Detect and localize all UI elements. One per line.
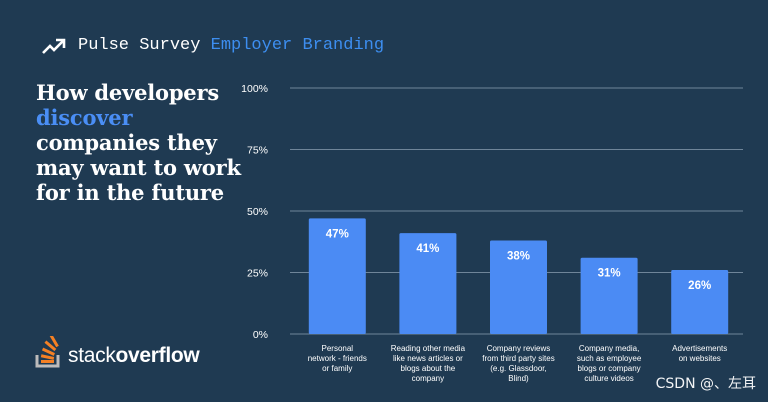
y-tick-label: 50% [247,206,268,218]
bar-value-label: 47% [326,228,349,240]
bar [671,270,729,334]
x-category-label: Company reviews from third party sites (e.… [482,344,554,383]
bar [580,257,638,334]
bar [308,218,366,334]
page-title: How developers discover companies they m… [36,80,251,205]
y-tick-label: 100% [241,83,268,95]
x-category-label-line: on websites [679,354,721,363]
x-category-label-line: Blind) [508,374,529,383]
bar-value-label: 26% [688,280,711,292]
x-category-label-line: company [412,374,444,383]
x-category-label-line: Company reviews [487,344,551,353]
x-category-label-line: network - friends [308,354,367,363]
header: Pulse Survey Employer Branding [42,36,384,55]
x-category-label-line: blogs about the [401,364,456,373]
y-tick-label: 25% [247,268,268,280]
bar-value-label: 31% [598,268,621,280]
y-tick-label: 0% [253,329,268,341]
title-accent-word: discover [36,105,133,130]
bar [490,240,547,334]
x-category-label: Company media, such as employee blogs or c… [577,344,642,383]
x-category-label: Reading other media like news articles or… [391,344,466,383]
header-topic-label: Employer Branding [210,36,385,55]
logo-word-overflow: overflow [115,344,200,367]
x-category-label-line: culture videos [584,374,633,383]
x-category-label-line: from third party sites [482,354,554,363]
x-category-label-line: such as employee [577,354,642,363]
x-category-label-line: like news articles or [393,354,463,363]
logo-word-stack: stack [68,344,116,367]
x-category-label-line: Company media, [579,344,639,353]
x-category-label-line: Advertisements [672,344,727,353]
stack-overflow-logo: stackoverflow [34,336,200,368]
x-category-label-line: blogs or company [578,364,641,373]
bar-value-label: 38% [507,251,530,263]
title-part-1: How developers [36,80,219,105]
x-category-label-line: or family [322,364,352,373]
watermark: CSDN @、左耳 [655,376,756,392]
title-part-2: companies they may want to work for in t… [36,130,241,205]
bar-value-label: 41% [416,243,439,255]
y-tick-label: 75% [247,145,268,157]
x-category-label-line: (e.g. Glassdoor, [490,364,546,373]
header-survey-label: Pulse Survey [78,36,201,55]
x-category-label-line: Personal [322,344,354,353]
trending-up-icon [42,38,66,54]
stack-overflow-icon [35,336,60,368]
bar [399,233,457,334]
x-category-label: Advertisements on websites [672,344,727,363]
x-category-label: Personal network - friends or family [308,344,367,373]
x-category-label-line: Reading other media [391,344,466,353]
